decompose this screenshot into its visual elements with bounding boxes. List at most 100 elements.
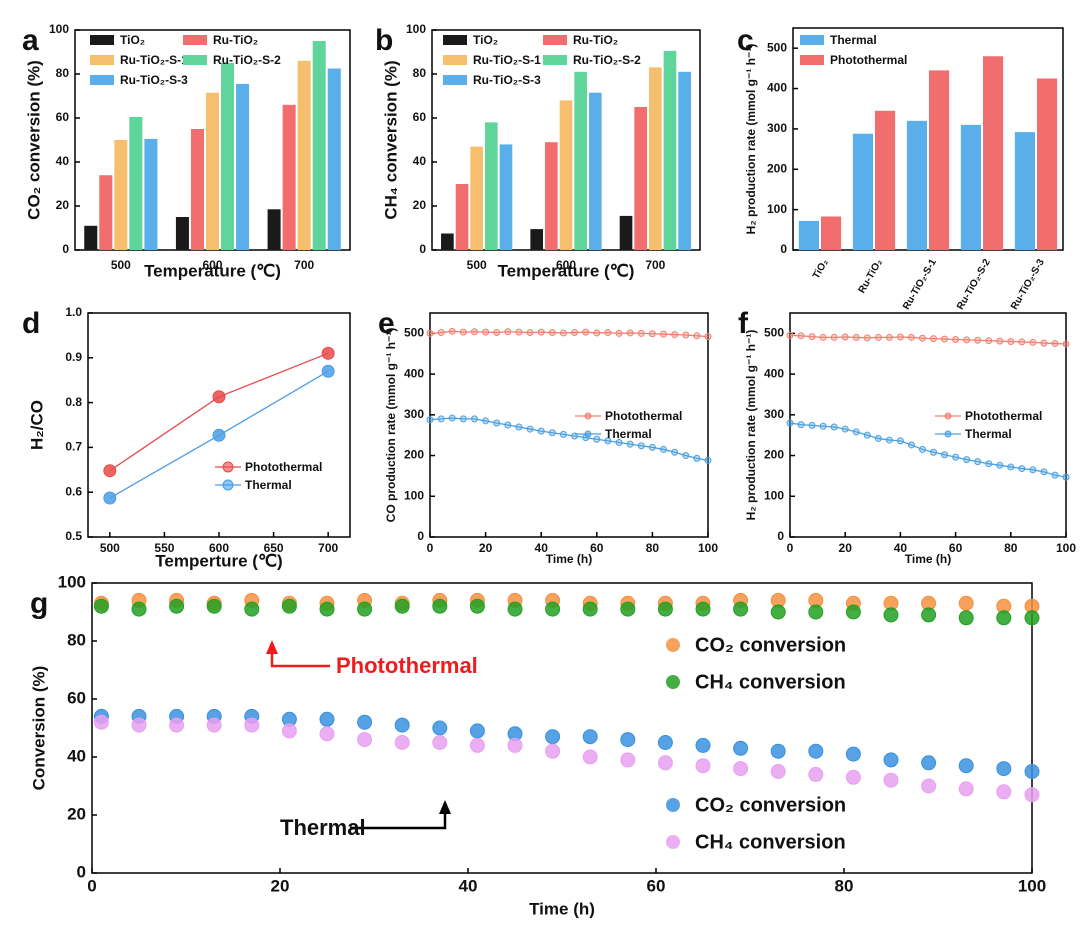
data-point [357, 732, 373, 748]
data-point [921, 607, 937, 623]
legend-label: CO₂ conversion [695, 794, 846, 816]
x-tick-label: 0 [427, 541, 434, 555]
data-point [93, 714, 109, 730]
data-point [1051, 340, 1059, 348]
data-point [770, 604, 786, 620]
data-point [548, 429, 556, 437]
data-point [819, 333, 827, 341]
bar [1014, 132, 1035, 250]
legend-label: Ru-TiO₂ [573, 33, 618, 47]
data-point [682, 331, 690, 339]
data-point [357, 601, 373, 617]
plot-frame [429, 312, 709, 538]
series-line [109, 352, 329, 472]
data-point [985, 460, 993, 468]
bar [312, 41, 326, 250]
bar [875, 110, 896, 250]
data-point [469, 737, 485, 753]
data-point [1024, 610, 1040, 626]
data-point [1024, 764, 1040, 779]
legend-swatch [90, 55, 114, 65]
plot-frame [91, 582, 1033, 874]
data-point [604, 437, 612, 445]
legend-marker [944, 412, 952, 420]
y-tick-label: 0 [419, 242, 426, 256]
legend-swatch [90, 75, 114, 85]
bar [441, 233, 454, 250]
y-tick-label: 200 [767, 161, 787, 175]
bar [545, 142, 558, 250]
y-tick-label: 500 [764, 326, 784, 340]
data-point [169, 717, 185, 733]
data-point [797, 332, 805, 340]
data-point [448, 414, 456, 422]
y-tick-label: 20 [413, 198, 427, 212]
x-tick-label: 20 [839, 541, 853, 555]
data-point [1029, 338, 1037, 346]
y-tick-label: 0 [780, 242, 787, 256]
y-tick-label: 0 [417, 529, 424, 543]
bar [221, 63, 235, 250]
plot-frame [789, 312, 1067, 538]
legend-swatch [543, 35, 567, 45]
data-point [1024, 787, 1040, 803]
data-point [845, 769, 861, 785]
legend-swatch [800, 55, 824, 65]
y-tick-label: 0 [62, 242, 69, 256]
y-tick-label: 0.9 [65, 350, 82, 364]
data-point [470, 328, 478, 336]
data-point [604, 329, 612, 337]
x-tick-label: 100 [1018, 876, 1046, 895]
bar [663, 50, 677, 251]
data-point [526, 329, 534, 337]
data-point [1062, 340, 1070, 348]
legend-label: Ru-TiO₂-S-1 [473, 53, 541, 67]
data-point [830, 423, 838, 431]
legend-label: Photothermal [245, 460, 322, 474]
arrow-head [266, 640, 278, 654]
y-axis-label: CH₄ conversion (%) [381, 60, 400, 219]
data-point [958, 758, 974, 774]
data-point [930, 335, 938, 343]
bar [297, 60, 311, 250]
y-tick-label: 300 [767, 121, 787, 135]
x-tick-label: TiO₂ [811, 257, 831, 281]
legend-swatch [183, 35, 207, 45]
x-axis-label: Time (h) [546, 552, 592, 566]
x-axis-label: Temperature (℃) [144, 261, 281, 280]
y-tick-label: 500 [767, 40, 787, 54]
legend-marker [584, 412, 592, 420]
data-point [841, 333, 849, 341]
y-axis-label: H₂/CO [27, 400, 46, 450]
x-tick-label: 500 [111, 258, 131, 272]
data-point [885, 436, 893, 444]
bar [327, 68, 341, 250]
data-point [1040, 468, 1048, 476]
data-point [448, 327, 456, 335]
data-point [582, 601, 598, 617]
data-point [648, 330, 656, 338]
data-point [883, 752, 899, 768]
data-point [695, 601, 711, 617]
legend-marker [222, 479, 234, 491]
x-tick-label: 20 [479, 541, 493, 555]
panel-label: b [375, 24, 393, 57]
arrow-head [439, 800, 451, 814]
data-point [281, 723, 297, 739]
data-point [921, 778, 937, 794]
x-tick-label: 60 [949, 541, 963, 555]
data-point [620, 752, 636, 768]
y-tick-label: 100 [767, 202, 787, 216]
data-point [958, 781, 974, 797]
legend-swatch [543, 55, 567, 65]
legend-label: Thermal [605, 427, 652, 441]
data-point [896, 333, 904, 341]
y-tick-label: 40 [413, 154, 427, 168]
x-tick-label: 600 [209, 541, 229, 555]
data-point [626, 440, 634, 448]
legend-swatch [443, 75, 467, 85]
data-point [131, 717, 147, 733]
plot-frame [87, 312, 351, 538]
annotation-arrow [270, 652, 330, 668]
bar [634, 107, 648, 250]
